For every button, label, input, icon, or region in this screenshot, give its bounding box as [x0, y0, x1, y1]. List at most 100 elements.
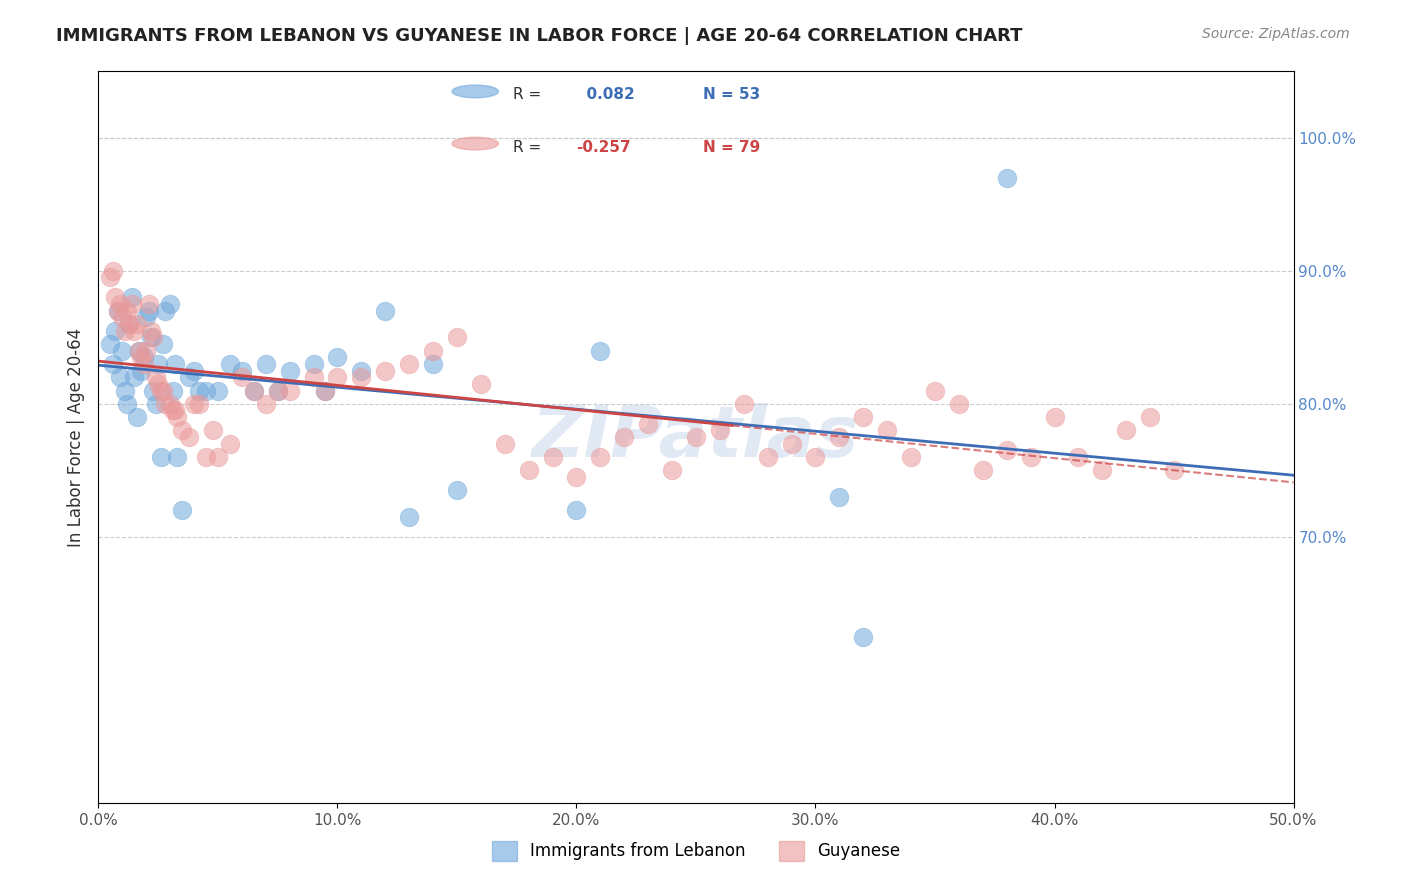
Point [709, 424, 731, 438]
Point [195, 450, 218, 464]
Point [115, 303, 138, 318]
Point [148, 376, 170, 391]
Point [1019, 450, 1042, 464]
Text: ZIPatlas: ZIPatlas [533, 402, 859, 472]
Point [152, 337, 174, 351]
Text: Source: ZipAtlas.com: Source: ZipAtlas.com [1202, 27, 1350, 41]
Point [155, 303, 177, 318]
Point [422, 343, 444, 358]
Point [128, 343, 150, 358]
Point [470, 376, 492, 391]
Point [231, 370, 253, 384]
Point [111, 310, 134, 325]
Point [128, 343, 150, 358]
Point [398, 509, 420, 524]
Point [142, 384, 165, 398]
Point [135, 343, 157, 358]
Point [114, 324, 136, 338]
Point [187, 384, 209, 398]
Point [138, 303, 160, 318]
Point [637, 417, 659, 431]
Point [162, 384, 184, 398]
Point [115, 397, 138, 411]
Point [135, 310, 157, 325]
Text: R =: R = [513, 87, 541, 103]
Point [326, 370, 349, 384]
Point [207, 384, 229, 398]
Point [131, 363, 153, 377]
Point [302, 370, 325, 384]
Point [995, 170, 1018, 185]
Point [422, 357, 444, 371]
Point [108, 370, 131, 384]
Point [148, 357, 170, 371]
Point [374, 363, 396, 377]
Point [98, 270, 122, 285]
Point [145, 370, 167, 384]
Point [1115, 424, 1137, 438]
Point [104, 290, 127, 304]
Point [1091, 463, 1114, 477]
Legend: Immigrants from Lebanon, Guyanese: Immigrants from Lebanon, Guyanese [485, 834, 907, 868]
Point [155, 397, 177, 411]
Point [243, 384, 266, 398]
Point [149, 384, 172, 398]
Point [780, 436, 803, 450]
Point [494, 436, 516, 450]
Point [118, 317, 141, 331]
Point [756, 450, 779, 464]
Point [219, 357, 242, 371]
Point [398, 357, 420, 371]
Point [278, 363, 301, 377]
Text: R =: R = [513, 139, 541, 154]
Point [139, 330, 162, 344]
Point [101, 264, 124, 278]
Point [517, 463, 540, 477]
Circle shape [453, 85, 499, 98]
Point [1043, 410, 1066, 425]
Point [565, 503, 588, 517]
Point [733, 397, 755, 411]
Point [924, 384, 946, 398]
Point [243, 384, 266, 398]
Point [98, 337, 122, 351]
Point [828, 430, 851, 444]
Point [1163, 463, 1185, 477]
Point [565, 470, 588, 484]
Point [142, 330, 165, 344]
Point [121, 290, 143, 304]
Point [202, 424, 225, 438]
Point [350, 370, 373, 384]
Point [1067, 450, 1090, 464]
Point [172, 503, 194, 517]
Point [139, 324, 162, 338]
Point [111, 343, 134, 358]
Point [179, 430, 201, 444]
Point [948, 397, 970, 411]
Point [159, 297, 181, 311]
Point [972, 463, 994, 477]
Point [254, 397, 277, 411]
Text: N = 53: N = 53 [703, 87, 761, 103]
Point [685, 430, 707, 444]
Point [852, 630, 875, 644]
Point [121, 297, 143, 311]
Point [114, 384, 136, 398]
Point [350, 363, 373, 377]
Text: IMMIGRANTS FROM LEBANON VS GUYANESE IN LABOR FORCE | AGE 20-64 CORRELATION CHART: IMMIGRANTS FROM LEBANON VS GUYANESE IN L… [56, 27, 1022, 45]
Point [541, 450, 564, 464]
Point [145, 397, 167, 411]
Point [104, 324, 127, 338]
Point [1139, 410, 1161, 425]
Text: N = 79: N = 79 [703, 139, 761, 154]
Point [107, 303, 129, 318]
Text: 0.082: 0.082 [576, 87, 636, 103]
Point [159, 397, 181, 411]
Point [162, 403, 184, 417]
Point [132, 357, 155, 371]
Point [125, 410, 148, 425]
Point [183, 363, 205, 377]
Point [326, 351, 349, 365]
Circle shape [453, 137, 499, 150]
Point [315, 384, 337, 398]
